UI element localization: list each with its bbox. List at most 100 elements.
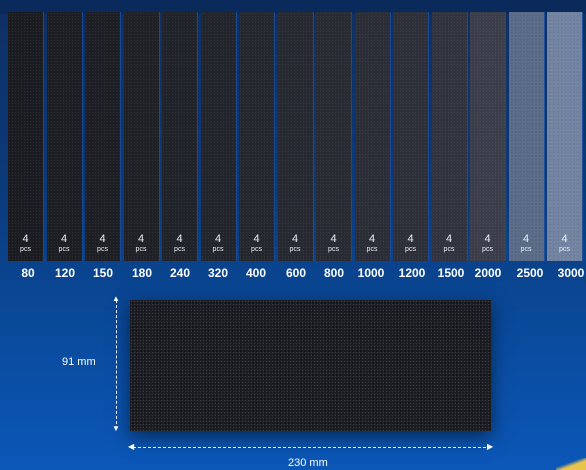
grit-label-240: 240 (169, 266, 191, 280)
sandpaper-sheet-1000: 4 pcs (354, 12, 391, 261)
grit-labels: 80 120 150 180 240 320 400 600 800 1000 1200 1500 20… (8, 264, 586, 284)
quantity-label: 4 pcs (239, 233, 274, 254)
quantity-label: 4 pcs (201, 233, 236, 254)
grit-label-80: 80 (21, 266, 35, 280)
sheet-texture (200, 12, 236, 261)
sheet-texture (239, 12, 274, 261)
sandpaper-sample (130, 300, 491, 431)
sandpaper-sheet-1500: 4 pcs (431, 12, 468, 261)
quantity-label: 4 pcs (316, 233, 351, 254)
grit-label-180: 180 (131, 266, 153, 280)
grit-label-120: 120 (54, 266, 76, 280)
grit-label-320: 320 (207, 266, 229, 280)
quantity-label: 4 pcs (432, 233, 467, 254)
quantity-number: 4 (330, 233, 337, 245)
quantity-label: 4 pcs (470, 233, 505, 254)
sheet-texture (46, 12, 82, 261)
sandpaper-sheet-240: 4 pcs (162, 12, 198, 261)
quantity-label: 4 pcs (8, 233, 43, 254)
quantity-unit: pcs (174, 246, 185, 253)
sandpaper-sheet-2500: 4 pcs (508, 12, 545, 261)
arrow-up-icon: ▲ (112, 294, 120, 303)
quantity-number: 4 (99, 233, 106, 245)
quantity-number: 4 (561, 233, 568, 245)
quantity-unit: pcs (366, 246, 378, 253)
sheet-texture (508, 12, 544, 261)
quantity-label: 4 pcs (278, 233, 313, 254)
quantity-unit: pcs (58, 246, 70, 253)
grit-label-2000: 2000 (474, 266, 502, 280)
sample-texture (130, 300, 491, 431)
sandpaper-sheets: 4 pcs 4 pcs 4 pcs 4 pcs 4 pcs 4 pcs 4 pcs 4 pcs 4 pcs 4 pcs… (8, 12, 586, 261)
quantity-number: 4 (176, 233, 183, 245)
quantity-unit: pcs (443, 246, 455, 253)
quantity-number: 4 (522, 233, 530, 245)
quantity-number: 4 (214, 233, 222, 245)
sandpaper-sheet-1200: 4 pcs (393, 12, 429, 261)
quantity-unit: pcs (289, 246, 301, 253)
quantity-number: 4 (484, 233, 491, 245)
sandpaper-sheet-400: 4 pcs (239, 12, 275, 261)
quantity-label: 4 pcs (355, 233, 390, 254)
quantity-label: 4 pcs (85, 233, 120, 254)
quantity-label: 4 pcs (124, 233, 159, 254)
width-label: 230 mm (288, 457, 328, 469)
quantity-unit: pcs (328, 246, 339, 253)
quantity-number: 4 (291, 233, 299, 245)
grit-label-1500: 1500 (437, 266, 465, 280)
sheet-texture (277, 12, 313, 261)
quantity-unit: pcs (212, 246, 224, 253)
sheet-texture (393, 12, 428, 261)
top-edge (0, 0, 586, 14)
quantity-number: 4 (22, 233, 29, 245)
grit-label-3000: 3000 (557, 266, 585, 280)
grit-label-600: 600 (285, 266, 307, 280)
sheet-texture (316, 12, 351, 261)
sandpaper-sheet-2000: 4 pcs (470, 12, 506, 261)
grit-label-1000: 1000 (357, 266, 385, 280)
quantity-number: 4 (60, 233, 68, 245)
sheet-texture (431, 12, 467, 261)
height-label: 91 mm (62, 356, 96, 368)
sandpaper-sheet-3000: 4 pcs (547, 12, 583, 261)
quantity-number: 4 (137, 233, 145, 245)
sandpaper-sheet-120: 4 pcs (46, 12, 83, 261)
sheet-texture (123, 12, 159, 261)
quantity-unit: pcs (482, 246, 493, 253)
quantity-number: 4 (253, 233, 260, 245)
quantity-unit: pcs (251, 246, 262, 253)
arrow-down-icon: ▼ (112, 424, 120, 433)
quantity-number: 4 (445, 233, 453, 245)
quantity-label: 4 pcs (547, 233, 582, 254)
arrow-left-icon: ◀ (128, 442, 135, 451)
sandpaper-sheet-600: 4 pcs (277, 12, 314, 261)
quantity-label: 4 pcs (509, 233, 544, 254)
sandpaper-sheet-320: 4 pcs (200, 12, 237, 261)
width-dimension-line (133, 447, 491, 448)
quantity-unit: pcs (405, 246, 416, 253)
quantity-unit: pcs (520, 246, 532, 253)
quantity-label: 4 pcs (162, 233, 197, 254)
quantity-label: 4 pcs (47, 233, 82, 254)
grit-label-2500: 2500 (516, 266, 544, 280)
sandpaper-sheet-150: 4 pcs (85, 12, 121, 261)
sandpaper-sheet-800: 4 pcs (316, 12, 352, 261)
quantity-number: 4 (368, 233, 376, 245)
sheet-texture (547, 12, 582, 261)
sandpaper-sheet-80: 4 pcs (8, 12, 44, 261)
quantity-unit: pcs (559, 246, 570, 253)
sheet-texture (8, 12, 43, 261)
sheet-texture (470, 12, 505, 261)
sheet-texture (85, 12, 120, 261)
arrow-right-icon: ▶ (487, 442, 494, 451)
height-dimension-line (116, 300, 117, 429)
sheet-texture (162, 12, 197, 261)
quantity-unit: pcs (20, 246, 31, 253)
quantity-unit: pcs (97, 246, 108, 253)
grit-label-400: 400 (245, 266, 267, 280)
grit-label-150: 150 (92, 266, 114, 280)
quantity-number: 4 (407, 233, 414, 245)
grit-label-800: 800 (323, 266, 345, 280)
sheet-texture (354, 12, 390, 261)
sandpaper-sheet-180: 4 pcs (123, 12, 160, 261)
